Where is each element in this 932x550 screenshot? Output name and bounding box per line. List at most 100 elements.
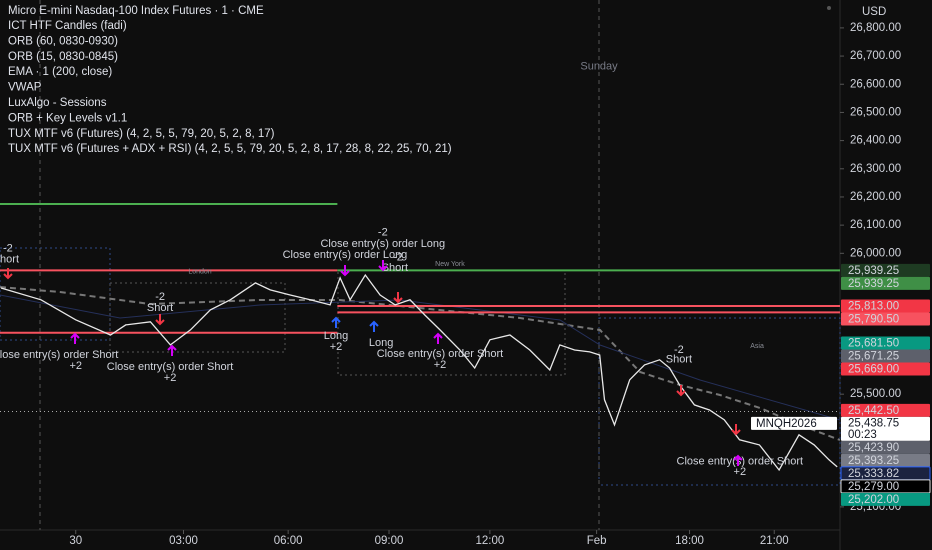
trade-arrow: [155, 314, 165, 326]
session-boxes: [0, 247, 841, 486]
session-label: New York: [435, 261, 465, 268]
price-label-box: [841, 336, 930, 350]
trade-annotation: Short: [0, 254, 19, 266]
trade-annotation: +2: [434, 359, 447, 371]
x-tick-label: 09:00: [375, 535, 404, 547]
price-line: [0, 273, 838, 472]
symbol-label: MNQH2026: [756, 418, 817, 430]
price-label: 25,333.82: [848, 468, 899, 480]
trade-annotation: Short: [147, 302, 173, 314]
price-label-box: [841, 276, 930, 290]
indicator-label: LuxAlgo - Sessions: [8, 97, 107, 109]
trade-annotation: Close entry(s) order Long: [283, 249, 408, 261]
trade-annotation: -2: [378, 227, 388, 239]
x-tick-label: 06:00: [274, 535, 303, 547]
price-label: 25,279.00: [848, 481, 899, 493]
indicator-label: VWAP: [8, 82, 42, 94]
x-tick-label: Feb: [587, 535, 607, 547]
price-label-box: [841, 440, 930, 454]
trade-arrow: [733, 454, 743, 466]
trade-arrow: [378, 260, 388, 272]
y-tick-label: 26,800.00: [850, 22, 901, 34]
symbol-box: [751, 416, 837, 430]
price-label-box: [841, 312, 930, 326]
price-label: 25,681.50: [848, 338, 899, 350]
x-tick-label: 12:00: [475, 535, 504, 547]
trade-arrow: [676, 385, 686, 397]
session-label: Asia: [750, 343, 764, 350]
trade-annotation: Close entry(s) order Long: [320, 238, 445, 250]
trade-annotation: Close entry(s) order Short: [677, 456, 804, 468]
y-tick-label: 26,500.00: [850, 106, 901, 118]
last-price-box: [841, 416, 930, 441]
currency: USD: [862, 6, 886, 18]
session-box: [109, 282, 286, 353]
ema-line: [0, 286, 841, 441]
trade-annotation: Close entry(s) order Short: [0, 349, 118, 361]
price-label-box: [841, 263, 930, 277]
indicator-label: ORB + Key Levels v1.1: [8, 112, 127, 124]
y-tick-label: 26,400.00: [850, 135, 901, 147]
trade-arrows: [3, 260, 743, 466]
price-label: 25,671.25: [848, 351, 899, 363]
trade-annotation: Short: [666, 354, 692, 366]
menu-dot: [827, 6, 831, 10]
session-label: Sunday: [580, 61, 618, 73]
countdown: 00:23: [848, 429, 877, 441]
trade-arrow: [331, 316, 341, 328]
trade-annotation: -2: [674, 344, 684, 356]
trade-annotation: Close entry(s) order Short: [107, 361, 234, 373]
price-label: 25,939.25: [848, 265, 899, 277]
trade-arrow: [340, 265, 350, 277]
price-label: 25,939.25: [848, 278, 899, 290]
session-box: [598, 317, 841, 486]
indicator-label: TUX MTF v6 (Futures) (4, 2, 5, 5, 79, 20…: [8, 128, 275, 140]
y-tick-label: 26,700.00: [850, 50, 901, 62]
price-label: 25,790.50: [848, 314, 899, 326]
trade-arrow: [433, 332, 443, 344]
price-label-box: [841, 492, 930, 506]
y-tick-label: 26,600.00: [850, 78, 901, 90]
price-label-box: [841, 362, 930, 376]
indicator-label: ICT HTF Candles (fadi): [8, 20, 127, 32]
y-tick-label: 26,300.00: [850, 163, 901, 175]
price-label: 25,442.50: [848, 405, 899, 417]
indicator-label: ORB (15, 0830-0845): [8, 51, 118, 63]
trade-annotation: +2: [164, 372, 177, 384]
trade-arrow: [731, 424, 741, 436]
price-label: 25,423.90: [848, 442, 899, 454]
session-label: London: [188, 269, 211, 276]
trade-annotation: Long: [369, 337, 393, 349]
x-tick-label: 18:00: [675, 535, 704, 547]
price-label-box: [841, 299, 930, 313]
price-label-box: [841, 453, 930, 467]
y-tick-label: 26,100.00: [850, 219, 901, 231]
session-box: [337, 269, 566, 376]
trade-annotation: Short: [382, 262, 408, 274]
trade-annotation: Close entry(s) order Short: [377, 348, 504, 360]
chart-title: Micro E-mini Nasdaq-100 Index Futures · …: [8, 5, 264, 17]
trade-arrow: [167, 344, 177, 356]
last-price-label: 25,438.75: [848, 417, 899, 429]
indicator-label: EMA · 1 (200, close): [8, 66, 112, 78]
price-label: 25,669.00: [848, 364, 899, 376]
vwap-line: [0, 294, 841, 421]
x-tick-label: 03:00: [169, 535, 198, 547]
trade-annotation: -2: [155, 291, 165, 303]
y-tick-label: 26,200.00: [850, 191, 901, 203]
trade-annotation: -2: [393, 252, 403, 264]
y-tick-label: 26,000.00: [850, 247, 901, 259]
trade-arrow: [369, 320, 379, 332]
levels: [0, 202, 840, 412]
trade-annotation: Long: [324, 330, 348, 342]
price-label: 25,202.00: [848, 494, 899, 506]
trade-arrow: [70, 332, 80, 344]
trade-annotation: -2: [3, 243, 13, 255]
trade-annotation: +2: [69, 360, 82, 372]
x-tick-label: 21:00: [760, 535, 789, 547]
trade-annotation: +2: [734, 466, 747, 478]
price-label-box: [841, 349, 930, 363]
